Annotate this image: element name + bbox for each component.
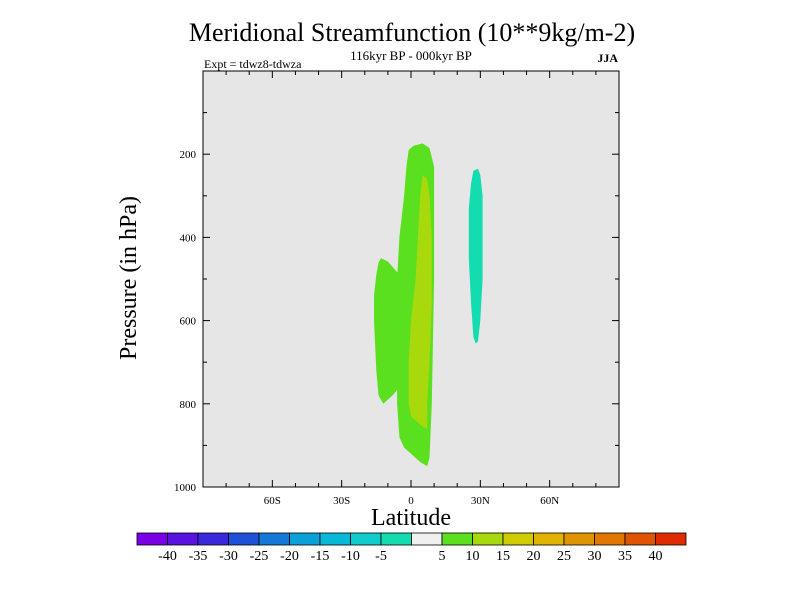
- colorbar-swatch: [563, 532, 595, 546]
- colorbar-swatch: [167, 532, 199, 546]
- colorbar-swatch: [197, 532, 229, 546]
- colorbar-swatch: [350, 532, 382, 546]
- colorbar-swatch: [258, 532, 290, 546]
- y-tick-label: 1000: [174, 482, 197, 494]
- colorbar-label: -20: [280, 549, 299, 564]
- y-tick-label: 800: [180, 399, 197, 411]
- season-label: JJA: [597, 51, 618, 65]
- colorbar: -40 -35 -30 -25 -20 -15 -10 -5 5 10 15 20 25 30 35 40: [136, 532, 687, 564]
- experiment-label: Expt = tdwz8-tdwza: [204, 57, 302, 71]
- contour-region-2: [408, 175, 432, 429]
- y-axis-label: Pressure (in hPa): [116, 196, 142, 360]
- contour-region-3: [468, 168, 483, 344]
- colorbar-label: 15: [496, 549, 510, 564]
- colorbar-swatch: [624, 532, 656, 546]
- colorbar-label: 40: [649, 549, 663, 564]
- x-tick-label: 0: [408, 495, 414, 507]
- colorbar-label: -5: [375, 549, 387, 564]
- colorbar-swatch: [289, 532, 321, 546]
- colorbar-label: -40: [158, 549, 177, 564]
- x-tick-label: 60S: [264, 495, 281, 507]
- x-axis: 60S 30S 0 30N 60N: [202, 71, 620, 507]
- colorbar-swatch: [533, 532, 565, 546]
- colorbar-label: 20: [527, 549, 541, 564]
- colorbar-swatch: [655, 532, 687, 546]
- colorbar-label: 30: [588, 549, 602, 564]
- colorbar-swatch: [136, 532, 168, 546]
- chart-title: Meridional Streamfunction (10**9kg/m-2): [189, 18, 635, 47]
- colorbar-label: 35: [618, 549, 632, 564]
- contour-region-1: [374, 258, 405, 404]
- colorbar-swatch: [441, 532, 473, 546]
- colorbar-label: -30: [219, 549, 238, 564]
- colorbar-label: 25: [557, 549, 571, 564]
- y-tick-label: 600: [180, 316, 197, 328]
- colorbar-swatch: [228, 532, 260, 546]
- x-axis-label: Latitude: [371, 505, 451, 531]
- x-tick-label: 60N: [540, 495, 559, 507]
- y-tick-label: 200: [180, 149, 197, 161]
- colorbar-swatch: [411, 532, 443, 546]
- colorbar-swatch: [594, 532, 626, 546]
- colorbar-swatch: [319, 532, 351, 546]
- contour-regions: [374, 143, 483, 467]
- colorbar-swatch: [472, 532, 504, 546]
- colorbar-label: -10: [341, 549, 360, 564]
- colorbar-label: -25: [250, 549, 269, 564]
- colorbar-label: -15: [311, 549, 330, 564]
- colorbar-label: -35: [189, 549, 208, 564]
- colorbar-label: 10: [466, 549, 480, 564]
- x-tick-label: 30N: [471, 495, 490, 507]
- colorbar-swatch: [502, 532, 534, 546]
- y-tick-label: 400: [180, 232, 197, 244]
- x-tick-label: 30S: [333, 495, 350, 507]
- y-axis: 200 400 600 800 1000: [174, 112, 619, 494]
- colorbar-swatch: [380, 532, 412, 546]
- colorbar-label: 5: [439, 549, 446, 564]
- chart-subtitle: 116kyr BP - 000kyr BP: [350, 48, 472, 63]
